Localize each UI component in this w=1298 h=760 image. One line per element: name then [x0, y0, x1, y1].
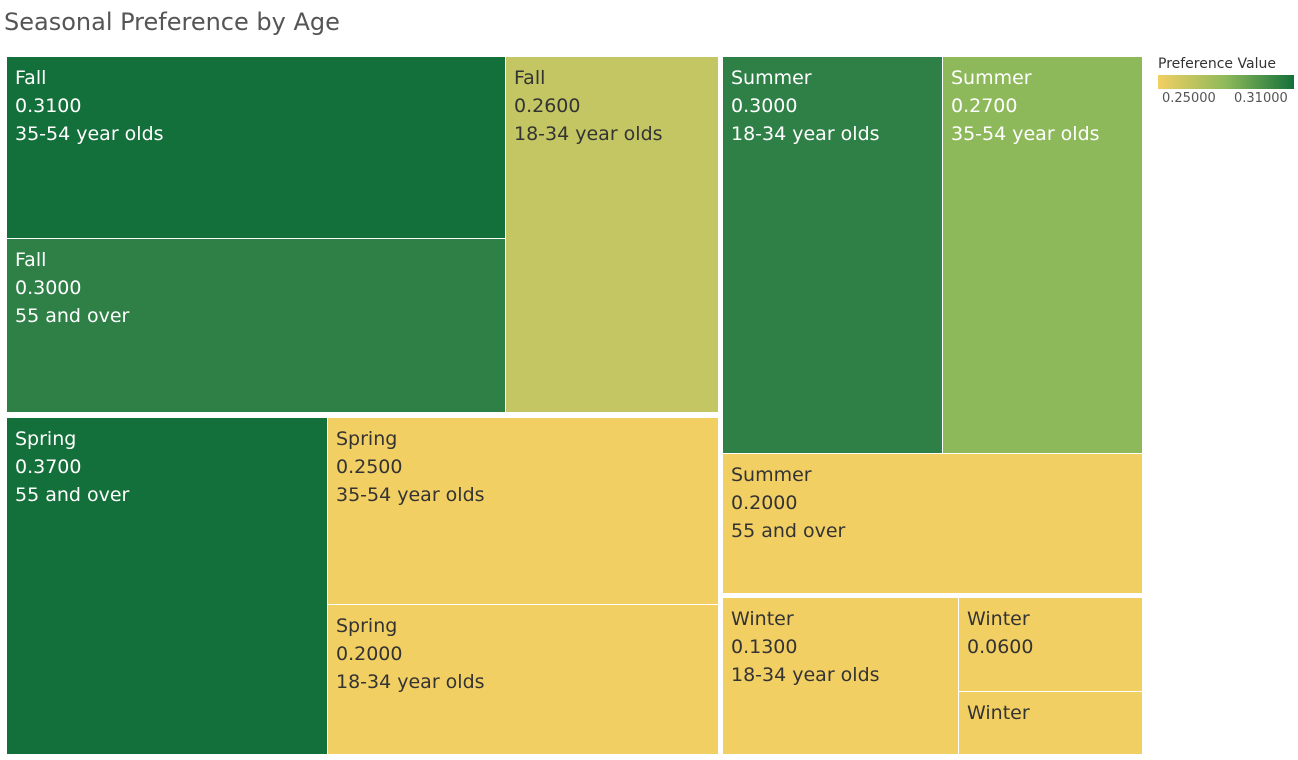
tile-winter-third[interactable]: Winter	[959, 692, 1142, 754]
tile-season-label: Spring	[336, 615, 398, 637]
tile-season-label: Fall	[514, 67, 546, 89]
color-legend: Preference Value 0.25000 0.31000	[1158, 56, 1296, 107]
tile-value-label: 0.1300	[731, 636, 798, 658]
tile-value-label: 0.2700	[951, 95, 1018, 117]
tile-season-label: Winter	[967, 702, 1030, 724]
tile-age-label: 35-54 year olds	[951, 123, 1100, 145]
chart-title: Seasonal Preference by Age	[4, 8, 340, 36]
tile-value-label: 0.0600	[967, 636, 1034, 658]
tile-value-label: 0.2000	[336, 643, 403, 665]
tile-age-label: 55 and over	[15, 484, 130, 506]
tile-season-label: Summer	[731, 464, 812, 486]
tile-summer-35-54[interactable]: Summer 0.2700 35-54 year olds	[943, 57, 1142, 453]
tile-value-label: 0.2000	[731, 492, 798, 514]
tile-age-label: 18-34 year olds	[336, 671, 485, 693]
tile-age-label: 55 and over	[731, 520, 846, 542]
tile-value-label: 0.3100	[15, 95, 82, 117]
tile-summer-18-34[interactable]: Summer 0.3000 18-34 year olds	[723, 57, 942, 453]
legend-min-label: 0.25000	[1162, 91, 1216, 106]
tile-summer-55-over[interactable]: Summer 0.2000 55 and over	[723, 454, 1142, 593]
tile-fall-55-over[interactable]: Fall 0.3000 55 and over	[7, 239, 505, 412]
tile-season-label: Winter	[967, 608, 1030, 630]
tile-season-label: Summer	[731, 67, 812, 89]
tile-season-label: Fall	[15, 67, 47, 89]
tile-spring-18-34[interactable]: Spring 0.2000 18-34 year olds	[328, 605, 718, 754]
legend-gradient-bar	[1158, 75, 1294, 89]
tile-value-label: 0.3000	[15, 277, 82, 299]
tile-value-label: 0.2500	[336, 456, 403, 478]
tile-winter-18-34[interactable]: Winter 0.1300 18-34 year olds	[723, 598, 958, 754]
tile-spring-55-over[interactable]: Spring 0.3700 55 and over	[7, 418, 327, 754]
tile-season-label: Spring	[15, 428, 77, 450]
tile-fall-35-54[interactable]: Fall 0.3100 35-54 year olds	[7, 57, 505, 238]
tile-value-label: 0.2600	[514, 95, 581, 117]
tile-spring-35-54[interactable]: Spring 0.2500 35-54 year olds	[328, 418, 718, 604]
tile-value-label: 0.3000	[731, 95, 798, 117]
tile-winter-second[interactable]: Winter 0.0600	[959, 598, 1142, 691]
tile-age-label: 55 and over	[15, 305, 130, 327]
tile-age-label: 18-34 year olds	[731, 123, 880, 145]
tile-age-label: 18-34 year olds	[731, 664, 880, 686]
tile-season-label: Summer	[951, 67, 1032, 89]
tile-age-label: 35-54 year olds	[15, 123, 164, 145]
tile-season-label: Winter	[731, 608, 794, 630]
tile-fall-18-34[interactable]: Fall 0.2600 18-34 year olds	[506, 57, 718, 412]
legend-title: Preference Value	[1158, 56, 1276, 72]
tile-value-label: 0.3700	[15, 456, 82, 478]
tile-season-label: Fall	[15, 249, 47, 271]
tile-age-label: 18-34 year olds	[514, 123, 663, 145]
legend-max-label: 0.31000	[1234, 91, 1288, 106]
tile-age-label: 35-54 year olds	[336, 484, 485, 506]
tile-season-label: Spring	[336, 428, 398, 450]
treemap-chart: Fall 0.3100 35-54 year olds Fall 0.3000 …	[7, 57, 1142, 754]
